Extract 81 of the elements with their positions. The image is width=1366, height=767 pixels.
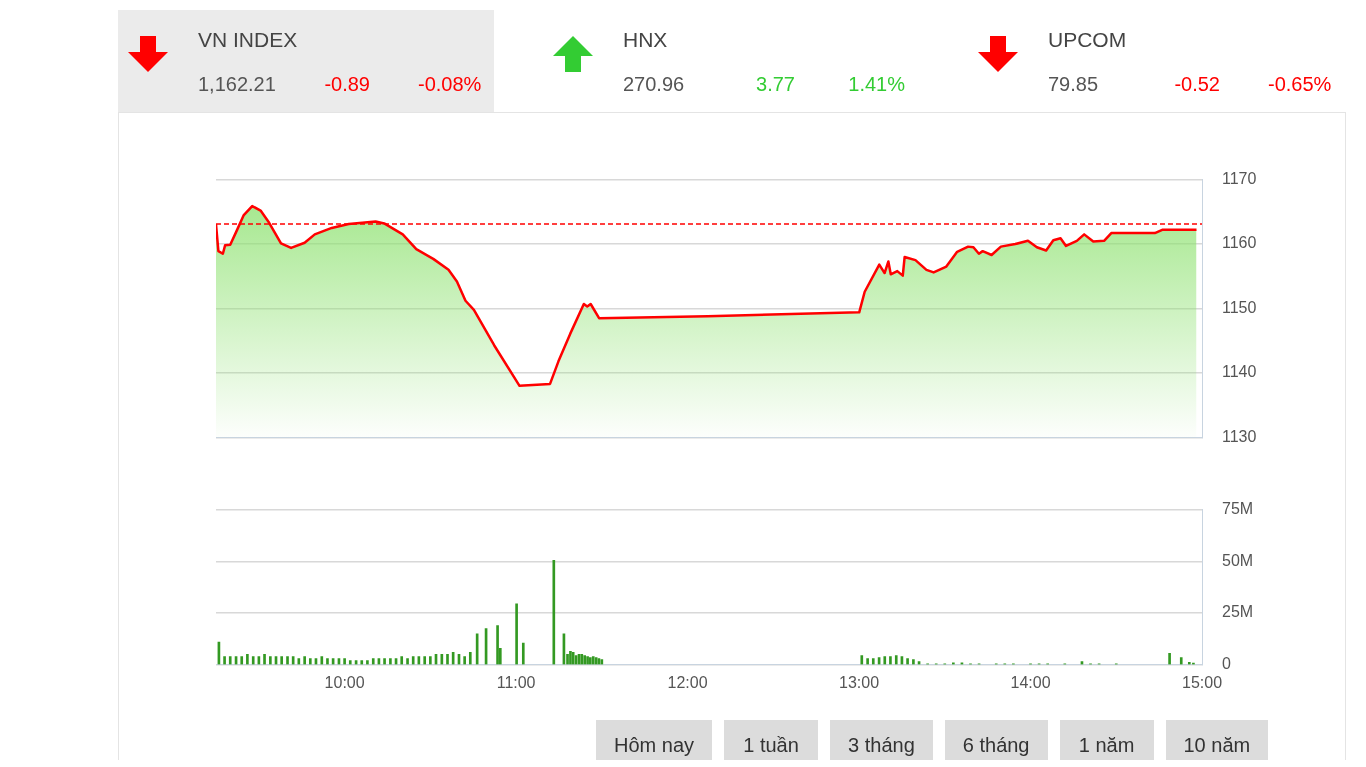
text: 6 tháng <box>961 733 1031 758</box>
bar <box>223 656 226 665</box>
bar <box>228 656 232 665</box>
y-tick-label: 25M <box>1222 603 1254 621</box>
bar <box>552 559 556 665</box>
y-tick-label: 75M <box>1222 500 1254 518</box>
bar <box>429 656 432 665</box>
bar <box>1179 657 1183 665</box>
bar <box>371 658 375 665</box>
bar <box>468 652 472 665</box>
text: HNX <box>623 28 668 52</box>
bar <box>586 656 589 665</box>
text: 1,162.21 <box>198 73 277 96</box>
x-tick-label: 15:00 <box>1181 673 1223 691</box>
bar <box>246 654 249 665</box>
text: 3 tháng <box>847 733 916 758</box>
bar <box>906 658 909 665</box>
bar <box>583 655 587 665</box>
bar <box>866 658 869 665</box>
bar <box>423 656 427 665</box>
x-tick-label: 11:00 <box>496 673 536 691</box>
text: -0.52 <box>1173 73 1220 96</box>
bar <box>320 656 324 665</box>
text: 1 tuần <box>742 733 800 758</box>
bar <box>589 657 592 665</box>
bar <box>280 656 284 665</box>
y-tick-label: 1150 <box>1222 298 1257 316</box>
x-tick-label: 14:00 <box>1010 673 1051 691</box>
text: VN INDEX <box>198 28 298 52</box>
bar <box>860 655 864 665</box>
bar <box>894 655 898 665</box>
bar <box>366 660 369 665</box>
bar <box>889 656 892 665</box>
bar <box>269 656 272 665</box>
bar <box>240 656 244 665</box>
bar <box>912 659 915 665</box>
bar <box>263 654 266 665</box>
bar <box>411 656 415 665</box>
bar <box>383 658 386 665</box>
bar <box>1168 653 1171 665</box>
bar <box>297 658 301 665</box>
bar <box>343 658 346 665</box>
text: -0.89 <box>323 73 370 96</box>
y-tick-label: 50M <box>1222 551 1254 569</box>
y-tick-label: 0 <box>1222 655 1231 673</box>
text: 3.77 <box>755 73 795 96</box>
bar <box>406 658 409 665</box>
bar <box>389 658 392 665</box>
bar <box>883 656 887 665</box>
x-tick-label: 12:00 <box>667 673 708 691</box>
text: -0.65% <box>1268 73 1332 96</box>
text: Hôm nay <box>613 733 696 758</box>
x-tick-label: 10:00 <box>324 673 365 691</box>
bar <box>360 660 364 665</box>
text: -0.08% <box>418 73 482 96</box>
y-tick-label: 1130 <box>1222 427 1257 445</box>
bar <box>515 603 518 665</box>
bar <box>286 656 289 665</box>
x-tick-label: 13:00 <box>839 673 880 691</box>
y-tick-label: 1170 <box>1222 170 1257 188</box>
y-tick-label: 1140 <box>1222 363 1257 381</box>
y-tick-label: 1160 <box>1222 234 1257 252</box>
bar <box>308 658 312 665</box>
bar <box>569 651 572 665</box>
bar <box>326 658 329 665</box>
bar <box>251 656 255 665</box>
bar <box>496 625 499 665</box>
text: 79.85 <box>1048 73 1100 96</box>
text: 10 năm <box>1182 733 1252 758</box>
text: 1 năm <box>1077 733 1136 758</box>
text: 270.96 <box>623 73 686 96</box>
bar <box>348 660 352 665</box>
bar <box>521 642 525 665</box>
bar <box>400 656 404 665</box>
bar <box>871 658 875 665</box>
bar <box>463 656 466 665</box>
text: UPCOM <box>1048 28 1127 52</box>
text: 1.41% <box>847 73 905 96</box>
bar <box>1187 661 1191 665</box>
bar <box>303 656 306 665</box>
bar <box>446 654 449 665</box>
